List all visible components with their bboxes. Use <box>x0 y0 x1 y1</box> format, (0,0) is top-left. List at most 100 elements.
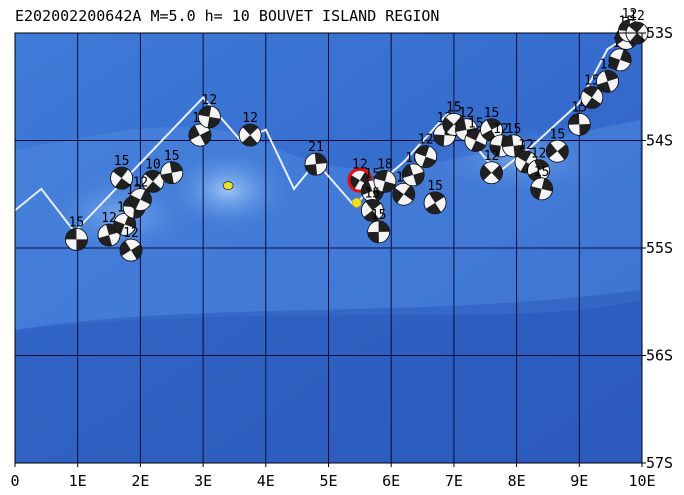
beachball-quadrant <box>403 185 415 201</box>
x-tick-label: 6E <box>382 472 400 490</box>
beachball-quadrant <box>480 164 492 181</box>
event-group: 18 <box>596 57 619 93</box>
event-group: 12 <box>238 111 262 147</box>
depth-label: 15 <box>164 149 180 164</box>
beachball-quadrant <box>98 235 113 247</box>
depth-label: 15 <box>550 127 566 142</box>
event-group: 12 <box>128 176 152 212</box>
beachball-quadrant <box>620 49 632 64</box>
beachball-quadrant <box>349 175 360 189</box>
depth-label: 12 <box>531 147 547 162</box>
x-tick-label: 7E <box>445 472 463 490</box>
depth-label: 12 <box>518 138 534 153</box>
event-group: 18 <box>373 157 397 193</box>
beachball-quadrant <box>314 153 327 165</box>
event-group: 10 <box>141 157 165 193</box>
beachball-quadrant <box>557 144 569 160</box>
event-group: 12 <box>527 147 550 183</box>
beachball-quadrant <box>541 178 553 192</box>
event-group: 15 <box>530 165 554 201</box>
x-tick-label: 1E <box>69 472 87 490</box>
y-tick-label: 57S <box>646 454 673 472</box>
beachball-quadrant <box>392 187 404 204</box>
beachball-quadrant <box>120 240 131 256</box>
event-group: 12 <box>197 93 221 129</box>
focal-mechanisms: 1515121512121015121212122112151815151218… <box>65 7 649 262</box>
beachball-quadrant <box>140 189 152 205</box>
depth-label: 15 <box>468 117 484 132</box>
event-group: 12 <box>625 9 649 45</box>
beachball-quadrant <box>585 97 601 109</box>
beachball-quadrant <box>374 170 388 182</box>
beachball-quadrant <box>130 244 142 260</box>
beachball-quadrant <box>365 199 382 211</box>
beachball-quadrant <box>145 181 162 193</box>
beachball-quadrant <box>530 186 542 200</box>
y-axis-ticks: 53S 54S 55S 56S 57S <box>642 24 673 472</box>
depth-label: 15 <box>365 186 381 201</box>
beachball-quadrant <box>534 159 549 171</box>
depth-label: 12 <box>459 106 475 121</box>
event-group: 15 <box>65 215 88 251</box>
x-tick-label: 3E <box>194 472 212 490</box>
beachball-quadrant <box>242 124 259 136</box>
depth-label: 15 <box>484 106 500 121</box>
beachball-quadrant <box>188 125 200 141</box>
depth-label: 18 <box>377 157 393 172</box>
beachball-quadrant <box>115 178 131 190</box>
x-tick-label: 10E <box>628 472 655 490</box>
beachball-quadrant <box>568 113 580 125</box>
beachball-quadrant <box>199 130 212 145</box>
event-group: 15 <box>160 149 184 185</box>
bouvet-island <box>222 181 234 190</box>
depth-label: 12 <box>418 133 434 148</box>
beachball-quadrant <box>207 116 221 128</box>
y-tick-label: 55S <box>646 239 673 257</box>
depth-label: 12 <box>202 93 218 108</box>
beachball-quadrant <box>65 228 77 240</box>
depth-label: 15 <box>427 179 443 194</box>
beachball-quadrant <box>242 135 258 147</box>
x-tick-label: 4E <box>257 472 275 490</box>
event-group: 12 <box>480 149 503 185</box>
beachball-quadrant <box>402 164 414 179</box>
beachball-quadrant <box>513 144 525 157</box>
depth-label: 12 <box>352 157 368 172</box>
depth-label: 21 <box>308 140 324 155</box>
beachball-quadrant <box>604 70 618 82</box>
event-group: 15 <box>464 117 488 152</box>
event-group: 15 <box>110 154 133 190</box>
epicenter-marker <box>352 197 362 209</box>
depth-label: 15 <box>446 100 462 115</box>
beachball-quadrant <box>471 140 486 152</box>
depth-label: 15 <box>69 215 85 230</box>
beachball-quadrant <box>442 117 454 133</box>
depth-label: 12 <box>484 149 500 164</box>
beachball-quadrant <box>413 171 425 186</box>
x-tick-label: 5E <box>319 472 337 490</box>
event-group: 15 <box>502 122 525 158</box>
x-tick-label: 0 <box>10 472 19 490</box>
event-group: 15 <box>360 186 384 222</box>
depth-label: 12 <box>622 7 638 22</box>
x-tick-label: 8E <box>508 472 526 490</box>
depth-label: 10 <box>145 157 161 172</box>
beachball-quadrant <box>429 191 445 203</box>
beachball-quadrant <box>579 124 591 136</box>
beachball-quadrant <box>421 156 436 168</box>
beachball-quadrant <box>546 142 558 159</box>
x-tick-label: 9E <box>570 472 588 490</box>
ridge-axis-line <box>14 26 643 234</box>
depth-label: 15 <box>584 74 600 89</box>
beachball-quadrant <box>112 167 129 179</box>
depth-label: 12 <box>629 9 645 24</box>
beachball-quadrant <box>486 118 502 130</box>
depth-label: 15 <box>371 208 387 223</box>
event-group: 12 <box>414 133 438 169</box>
beachball-quadrant <box>363 210 380 222</box>
depth-label: 15 <box>114 154 130 169</box>
beachball-quadrant <box>597 81 611 93</box>
deep-basin <box>15 290 640 463</box>
beachball-quadrant <box>198 105 212 117</box>
